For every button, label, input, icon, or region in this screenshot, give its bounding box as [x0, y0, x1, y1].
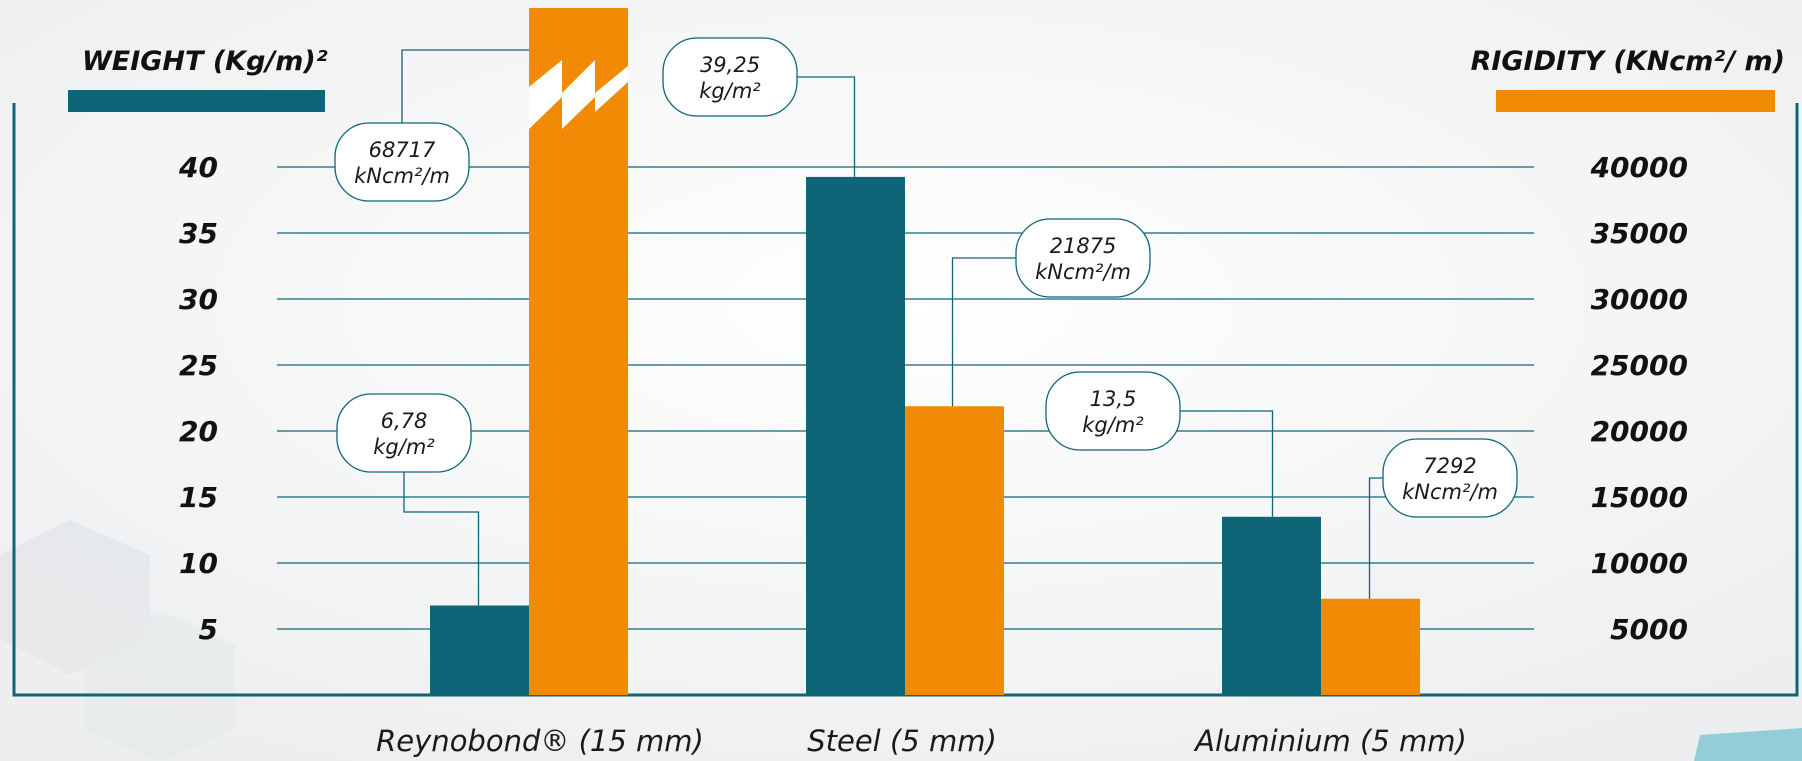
- right-axis-title: RIGIDITY (KNcm²/ m): [1471, 46, 1785, 77]
- bar: [1222, 516, 1321, 695]
- left-tick-label: 10: [179, 547, 218, 580]
- callouts: 6,78kg/m²68717kNcm²/m39,25kg/m²21875kNcm…: [334, 37, 1518, 606]
- right-tick-label: 20000: [1591, 415, 1688, 448]
- callout-leader-line: [797, 76, 856, 177]
- callout-box: [336, 393, 472, 473]
- callout-value: 7292: [1423, 454, 1476, 478]
- legend-weight-swatch: [68, 90, 325, 112]
- left-tick-label: 40: [178, 151, 218, 184]
- callout-unit: kg/m²: [699, 79, 761, 103]
- callout-value: 39,25: [700, 53, 760, 77]
- right-tick-label: 5000: [1610, 613, 1688, 646]
- left-tick-label: 35: [179, 217, 218, 250]
- category-label: Steel (5 mm): [807, 724, 997, 758]
- decorative-hexagon: [85, 610, 235, 761]
- left-tick-label: 5: [199, 613, 218, 646]
- callout-box: [1015, 218, 1151, 298]
- right-tick-label: 15000: [1591, 481, 1688, 514]
- left-axis-title: WEIGHT (Kg/m)²: [82, 46, 328, 77]
- callout-value: 21875: [1050, 234, 1117, 258]
- callout-unit: kg/m²: [1082, 413, 1144, 437]
- bars: [430, 8, 1420, 695]
- callout-unit: kNcm²/m: [1402, 480, 1498, 504]
- callout-value: 13,5: [1090, 387, 1137, 411]
- callout-box: [1045, 371, 1181, 451]
- axis-break-mark: [529, 60, 628, 129]
- callout-leader-line: [403, 472, 480, 606]
- callout-unit: kNcm²/m: [1035, 260, 1131, 284]
- bar: [806, 176, 905, 695]
- bar: [430, 605, 529, 695]
- callout-leader-line: [951, 257, 1016, 407]
- left-tick-label: 15: [179, 481, 218, 514]
- right-tick-label: 40000: [1590, 151, 1688, 184]
- callout-unit: kNcm²/m: [354, 164, 450, 188]
- legend-rigidity-swatch: [1496, 90, 1775, 112]
- callout-leader-line: [1180, 410, 1274, 517]
- bar: [1321, 598, 1420, 695]
- callout-leader-line: [401, 49, 529, 123]
- callout-box: [334, 122, 470, 202]
- left-tick-label: 30: [179, 283, 218, 316]
- decorative-corner: [1694, 728, 1802, 761]
- bar: [905, 406, 1004, 695]
- right-tick-label: 10000: [1591, 547, 1688, 580]
- callout-box: [662, 37, 798, 117]
- callout-value: 6,78: [381, 409, 428, 433]
- callout-value: 68717: [369, 138, 436, 162]
- category-label: Aluminium (5 mm): [1193, 724, 1467, 758]
- left-tick-label: 25: [179, 349, 218, 382]
- callout-box: [1382, 438, 1518, 518]
- right-tick-label: 35000: [1591, 217, 1688, 250]
- left-tick-label: 20: [179, 415, 218, 448]
- ticks: 5 10 15 20 25 30 35 40 5000 10000 15000 20000 25000 3…: [178, 151, 1688, 646]
- callout-unit: kg/m²: [373, 435, 435, 459]
- category-label: Reynobond® (15 mm): [376, 724, 704, 758]
- category-labels: Reynobond® (15 mm) Steel (5 mm) Aluminium …: [376, 724, 1467, 758]
- bar: [529, 8, 628, 695]
- callout-leader-line: [1368, 477, 1383, 599]
- right-tick-label: 25000: [1591, 349, 1688, 382]
- right-tick-label: 30000: [1591, 283, 1688, 316]
